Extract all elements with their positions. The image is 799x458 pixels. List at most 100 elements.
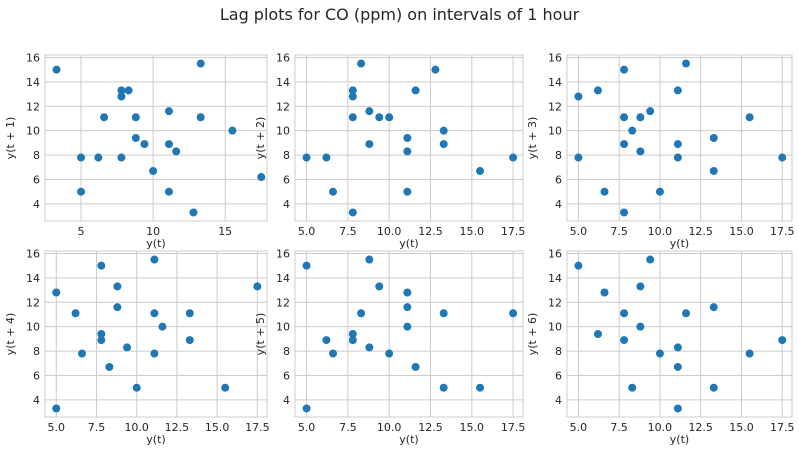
data-point bbox=[709, 166, 718, 175]
data-point bbox=[620, 113, 629, 122]
y-tick-label: 14 bbox=[26, 272, 40, 285]
data-point bbox=[673, 140, 682, 149]
data-point bbox=[185, 336, 194, 345]
data-point bbox=[117, 92, 126, 101]
y-axis-label: y(t + 1) bbox=[4, 117, 17, 160]
y-tick-label: 6 bbox=[555, 174, 562, 187]
data-point bbox=[302, 404, 311, 413]
y-tick-label: 16 bbox=[26, 51, 40, 64]
data-point bbox=[158, 322, 167, 331]
y-tick-label: 4 bbox=[555, 198, 562, 211]
y-tick-label: 10 bbox=[548, 321, 562, 334]
data-point bbox=[149, 166, 158, 175]
x-axis-label: y(t) bbox=[670, 237, 689, 250]
data-point bbox=[172, 147, 181, 156]
data-point bbox=[439, 140, 448, 149]
x-tick-label: 12.5 bbox=[165, 421, 190, 434]
data-point bbox=[385, 113, 394, 122]
x-tick-label: 5.0 bbox=[298, 421, 316, 434]
x-axis-label: y(t) bbox=[146, 237, 165, 250]
y-tick-label: 16 bbox=[548, 51, 562, 64]
data-point bbox=[329, 187, 337, 196]
data-point bbox=[150, 255, 159, 264]
x-axis-label: y(t) bbox=[399, 433, 418, 446]
y-axis-label: y(t + 5) bbox=[254, 313, 267, 356]
y-tick-label: 16 bbox=[276, 247, 290, 260]
x-axis-label: y(t) bbox=[399, 237, 418, 250]
data-point bbox=[348, 113, 357, 122]
data-point bbox=[150, 309, 159, 318]
y-tick-label: 10 bbox=[276, 125, 290, 138]
data-point bbox=[77, 187, 86, 196]
data-point bbox=[357, 309, 366, 318]
x-tick-label: 5.0 bbox=[570, 225, 588, 238]
data-point bbox=[100, 113, 109, 122]
y-tick-label: 10 bbox=[26, 321, 40, 334]
x-tick-label: 15.0 bbox=[729, 225, 754, 238]
data-point bbox=[348, 330, 357, 338]
y-tick-label: 12 bbox=[26, 296, 40, 309]
data-point bbox=[403, 147, 412, 156]
x-tick-label: 15.0 bbox=[205, 421, 230, 434]
data-point bbox=[628, 383, 637, 392]
y-tick-label: 8 bbox=[283, 149, 290, 162]
data-point bbox=[476, 383, 485, 392]
data-point bbox=[302, 261, 311, 270]
y-tick-label: 4 bbox=[33, 198, 40, 211]
data-point bbox=[646, 107, 655, 116]
y-tick-label: 16 bbox=[276, 51, 290, 64]
y-tick-label: 4 bbox=[33, 394, 40, 407]
data-point bbox=[71, 309, 80, 318]
data-point bbox=[94, 153, 103, 162]
plot-frame bbox=[566, 250, 793, 418]
y-tick-label: 4 bbox=[555, 394, 562, 407]
data-point bbox=[682, 309, 691, 318]
data-point bbox=[709, 303, 718, 312]
plot-area bbox=[45, 55, 267, 221]
data-point bbox=[348, 208, 357, 217]
plot-area bbox=[567, 251, 792, 417]
data-point bbox=[329, 349, 337, 358]
x-tick-label: 15.0 bbox=[729, 421, 754, 434]
y-tick-label: 8 bbox=[555, 149, 562, 162]
x-tick-label: 5.0 bbox=[570, 421, 588, 434]
y-tick-label: 4 bbox=[283, 198, 290, 211]
y-tick-label: 12 bbox=[276, 296, 290, 309]
data-point bbox=[77, 153, 86, 162]
data-point bbox=[150, 349, 159, 358]
data-point bbox=[620, 140, 629, 149]
data-point bbox=[257, 173, 266, 182]
data-point bbox=[322, 336, 331, 345]
x-tick-label: 5.0 bbox=[48, 421, 66, 434]
data-point bbox=[709, 134, 718, 142]
x-tick-label: 17.5 bbox=[770, 421, 795, 434]
data-point bbox=[431, 65, 440, 74]
data-point bbox=[52, 404, 61, 413]
data-point bbox=[778, 153, 787, 162]
data-point bbox=[113, 303, 122, 312]
data-point bbox=[646, 255, 655, 264]
y-tick-label: 8 bbox=[555, 345, 562, 358]
data-point bbox=[365, 107, 374, 116]
y-tick-label: 16 bbox=[26, 247, 40, 260]
data-point bbox=[140, 140, 149, 149]
lag-plot-panel-5: 5.0 7.5 10.0 12.5 15.0 17.5 4 6 8 10 12 14 16 y(t) y(t… bbox=[254, 247, 525, 446]
x-tick-label: 15 bbox=[218, 225, 232, 238]
data-point bbox=[655, 187, 664, 196]
data-point bbox=[97, 330, 106, 338]
data-point bbox=[673, 404, 682, 413]
plot-frame bbox=[566, 54, 793, 222]
y-tick-label: 14 bbox=[548, 272, 562, 285]
x-tick-label: 10 bbox=[146, 225, 160, 238]
y-tick-label: 12 bbox=[26, 100, 40, 113]
data-point bbox=[620, 65, 629, 74]
data-point bbox=[655, 349, 664, 358]
x-tick-label: 7.5 bbox=[339, 421, 357, 434]
y-tick-label: 6 bbox=[33, 174, 40, 187]
lag-plot-panel-4: 5.0 7.5 10.0 12.5 15.0 17.5 4 6 8 10 12 14 16 y(t) y(t… bbox=[4, 247, 270, 446]
lag-plot-panel-2: 5.0 7.5 10.0 12.5 15.0 17.5 4 6 8 10 12 14 16 y(t) y(t… bbox=[254, 51, 525, 250]
data-point bbox=[745, 349, 754, 358]
plot-area bbox=[295, 251, 523, 417]
y-tick-label: 12 bbox=[548, 296, 562, 309]
data-point bbox=[745, 113, 754, 122]
